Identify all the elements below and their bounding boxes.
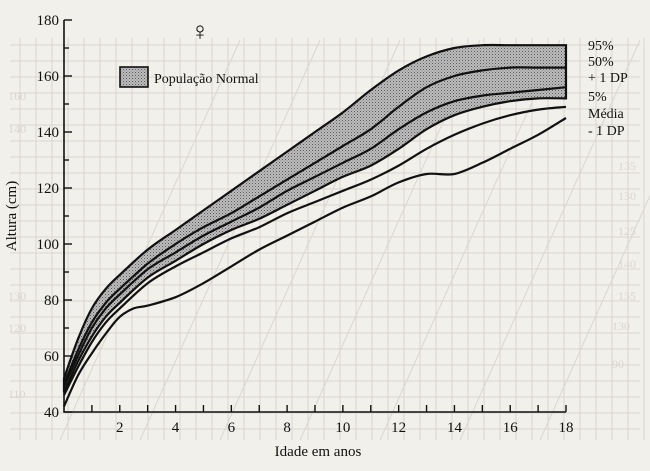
background-label: 135: [618, 289, 636, 303]
x-tick-label: 12: [391, 420, 406, 436]
y-tick-label: 140: [37, 125, 60, 141]
background-label: 135: [618, 159, 636, 173]
series-line-1: [62, 66, 566, 385]
x-tick-label: 18: [559, 420, 574, 436]
x-tick-label: 14: [447, 420, 463, 436]
label-50-percent: 50%: [588, 55, 614, 70]
background-grid-line: [379, 39, 561, 441]
background-label: 140: [618, 257, 636, 271]
x-tick-label: 8: [283, 420, 291, 436]
y-tick-label: 40: [44, 405, 59, 421]
x-axis-title: Idade em anos: [275, 444, 362, 460]
x-tick-label: 6: [228, 420, 236, 436]
curve-labels: 95% 50% + 1 DP 5% Média - 1 DP: [588, 39, 628, 139]
label-95-percent: 95%: [588, 39, 614, 54]
series-line-2: [62, 86, 567, 388]
legend-label: População Normal: [154, 72, 259, 87]
legend-swatch: [119, 66, 149, 88]
background-label: 130: [8, 289, 26, 303]
background-grid-line: [459, 39, 641, 441]
x-tick-label: 4: [172, 420, 180, 436]
y-tick-label: 160: [37, 69, 60, 85]
female-symbol-icon: ♀: [190, 17, 210, 46]
legend: População Normal: [119, 66, 259, 88]
label-plus-1-dp: + 1 DP: [588, 71, 628, 86]
series-line-4: [62, 117, 567, 407]
background-label: 130: [612, 319, 630, 333]
x-ticks: 2 4 6 8 10 12 14 16 18: [91, 405, 574, 436]
y-tick-label: 60: [44, 349, 59, 365]
series-lines: [62, 66, 567, 407]
background-grid-line: [539, 194, 650, 441]
x-tick-label: 10: [335, 420, 350, 436]
normal-population-band: [62, 43, 568, 393]
background-label: 125: [618, 224, 636, 238]
background-label: 90: [612, 357, 624, 371]
y-tick-label: 180: [37, 13, 60, 29]
y-axis-title: Altura (cm): [4, 181, 20, 251]
x-tick-label: 16: [503, 420, 519, 436]
background-label: 160: [8, 89, 26, 103]
background-label: 110: [8, 387, 26, 401]
background-labels: 160 140 130 120 110 90 135 130 125 140 1…: [8, 89, 636, 401]
background-label: 120: [8, 321, 26, 335]
x-tick-label: 2: [116, 420, 124, 436]
background-label: 130: [618, 189, 636, 203]
label-media: Média: [588, 107, 625, 122]
series-line-3: [63, 105, 567, 396]
label-minus-1-dp: - 1 DP: [588, 124, 625, 139]
y-ticks: 40 60 80 100 120 140 160 180: [37, 13, 72, 421]
y-tick-label: 80: [44, 293, 59, 309]
background-grid-line: [59, 39, 241, 441]
background-label: 140: [8, 122, 26, 136]
label-5-percent: 5%: [588, 90, 607, 105]
y-tick-label: 120: [37, 181, 60, 197]
y-tick-label: 100: [37, 237, 60, 253]
